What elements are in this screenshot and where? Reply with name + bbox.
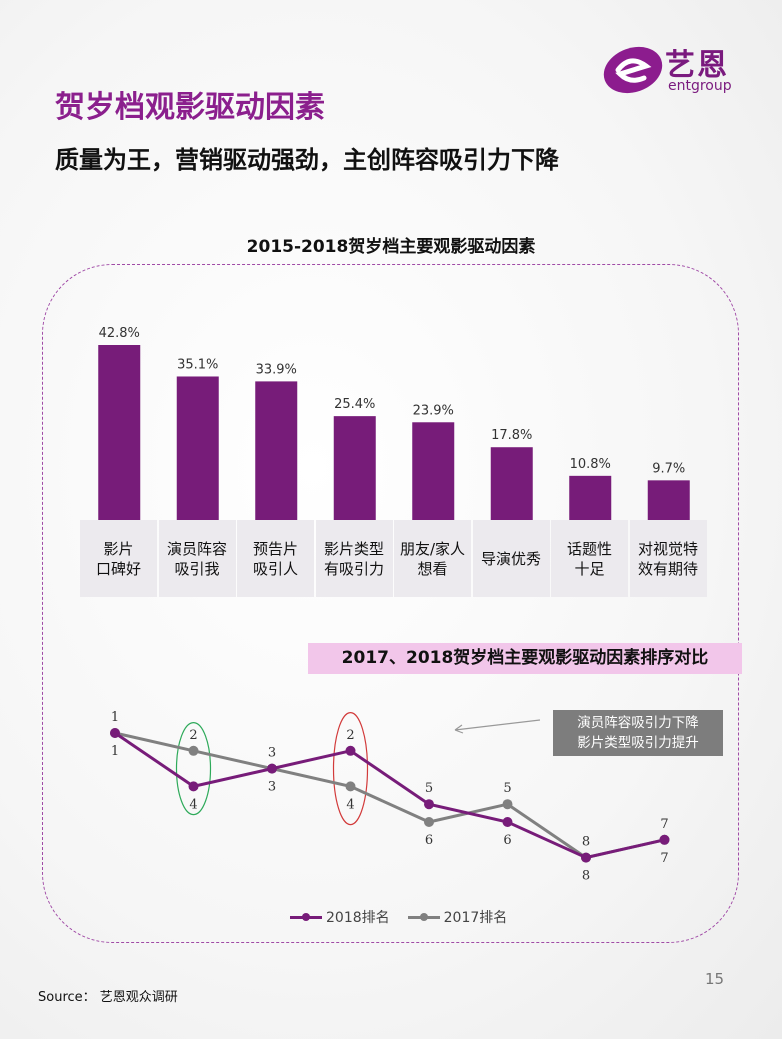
series-point xyxy=(188,745,199,756)
rank-label: 6 xyxy=(425,833,433,848)
page-subtitle: 质量为王，营销驱动强劲，主创阵容吸引力下降 xyxy=(55,146,559,174)
bar-value-label: 9.7% xyxy=(652,461,685,476)
bar-value-label: 35.1% xyxy=(177,357,218,372)
bar-value-label: 25.4% xyxy=(334,397,375,412)
series-point xyxy=(502,799,513,810)
rank-label: 2 xyxy=(189,728,197,743)
legend-item-2018: 2018排名 xyxy=(290,907,390,927)
series-line-2017排名 xyxy=(114,731,665,860)
ranking-chart-title: 2017、2018贺岁档主要观影驱动因素排序对比 xyxy=(308,643,742,674)
legend-item-2017: 2017排名 xyxy=(407,907,508,927)
rank-label: 2 xyxy=(346,728,354,743)
rank-label: 8 xyxy=(582,835,590,850)
bar xyxy=(333,416,376,520)
annotation-line: 影片类型吸引力提升 xyxy=(577,735,699,751)
category-label: 导演优秀 xyxy=(472,520,550,597)
series-point xyxy=(581,852,591,863)
annotation-box: 演员阵容吸引力下降 影片类型吸引力提升 xyxy=(553,710,723,756)
page-number: 15 xyxy=(705,970,725,988)
bar-value-label: 17.8% xyxy=(491,428,532,443)
series-point xyxy=(188,781,199,792)
bar-value-label: 23.9% xyxy=(413,403,454,418)
rank-label: 1 xyxy=(111,744,119,759)
annotation-line: 演员阵容吸引力下降 xyxy=(577,715,699,731)
rank-label: 3 xyxy=(268,746,276,761)
series-point xyxy=(345,781,356,792)
series-point xyxy=(424,817,434,827)
bar xyxy=(569,475,612,520)
ranking-line-chart: 1 1 2 4 3 3 2 4 5 6 5 6 8 8 7 7 xyxy=(110,710,670,884)
annotation-arrow xyxy=(454,719,541,734)
rank-label: 4 xyxy=(346,797,354,812)
page-title: 贺岁档观影驱动因素 xyxy=(55,90,325,125)
entgroup-logo xyxy=(603,46,663,94)
category-label: 影片 口碑好 xyxy=(80,520,157,597)
series-point xyxy=(424,799,434,810)
logo-text: 艺恩 xyxy=(665,48,729,83)
series-point xyxy=(659,834,670,845)
rank-label: 4 xyxy=(189,797,197,812)
category-label: 朋友/家人 想看 xyxy=(394,520,471,597)
bar xyxy=(412,422,455,520)
rank-label: 3 xyxy=(268,780,276,795)
bar xyxy=(647,480,690,520)
bar-chart-title: 2015-2018贺岁档主要观影驱动因素 xyxy=(246,237,536,257)
rank-label: 1 xyxy=(111,710,119,725)
bar-value-label: 33.9% xyxy=(256,362,297,377)
legend-label-2018: 2018排名 xyxy=(326,910,390,926)
bar xyxy=(176,376,219,520)
rank-label: 6 xyxy=(503,833,511,848)
bar xyxy=(98,345,141,520)
category-label: 话题性 十足 xyxy=(551,520,628,597)
rank-label: 5 xyxy=(425,781,433,796)
category-label: 演员阵容 吸引我 xyxy=(158,520,236,597)
bar xyxy=(490,447,533,520)
bar xyxy=(255,381,298,520)
logo-subtext: entgroup xyxy=(668,78,732,94)
highlight-ellipse-red xyxy=(332,711,369,826)
series-point xyxy=(345,745,356,756)
category-label: 对视觉特 效有期待 xyxy=(629,520,707,597)
category-label: 影片类型 有吸引力 xyxy=(315,520,393,597)
legend-label-2017: 2017排名 xyxy=(443,910,508,926)
bar-value-label: 10.8% xyxy=(570,457,611,472)
series-point xyxy=(267,763,277,774)
bar-chart: 42.8% 35.1% 33.9% 25.4% 23.9% 17.8% 10.8% 9.7% xyxy=(98,326,690,520)
rank-label: 7 xyxy=(660,817,668,832)
highlight-ellipse-green xyxy=(175,721,212,816)
series-point xyxy=(110,728,120,738)
bar-value-label: 42.8% xyxy=(99,326,140,341)
rank-label: 5 xyxy=(503,781,511,796)
series-line-2018排名 xyxy=(114,731,665,860)
rank-label: 8 xyxy=(582,869,590,884)
source-note: Source： 艺恩观众调研 xyxy=(38,990,178,1005)
rank-label: 7 xyxy=(660,851,668,866)
chart-legend: 2018排名 2017排名 xyxy=(290,907,507,927)
series-point xyxy=(502,817,513,827)
chart-frame xyxy=(42,264,739,943)
category-label: 预告片 吸引人 xyxy=(237,520,314,597)
